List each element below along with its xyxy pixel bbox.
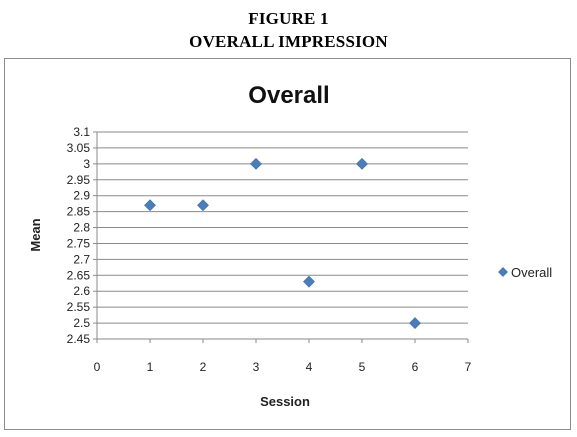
y-tick-label: 3 [83, 157, 90, 171]
legend-marker [498, 267, 508, 277]
chart-frame [4, 58, 571, 430]
legend: Overall [498, 265, 552, 280]
figure-caption-number: FIGURE 1 [248, 9, 329, 28]
y-tick-label: 2.45 [67, 332, 91, 346]
data-point [356, 157, 368, 170]
x-tick-label: 3 [253, 360, 260, 374]
y-tick-label: 2.55 [67, 300, 91, 314]
y-tick-label: 2.8 [73, 221, 90, 235]
x-tick-label: 4 [306, 360, 313, 374]
y-tick-label: 2.85 [67, 205, 91, 219]
y-tick-label: 2.65 [67, 268, 91, 282]
x-tick-label: 7 [465, 360, 472, 374]
gridlines [97, 131, 468, 324]
y-tick-label: 2.5 [73, 316, 90, 330]
y-tick-label: 2.95 [67, 173, 91, 187]
y-tick-label: 2.6 [73, 284, 90, 298]
x-tick-label: 2 [200, 360, 207, 374]
legend-label: Overall [511, 265, 552, 280]
y-axis-title: Mean [28, 218, 43, 251]
x-tick-label: 5 [359, 360, 366, 374]
x-axis-title: Session [260, 394, 310, 409]
x-tick-label: 6 [412, 360, 419, 374]
tick-labels: 2.45 2.5 2.55 2.6 2.65 2.7 2.752.8 2.85 2.9 2.95 3… [67, 125, 472, 374]
data-point [144, 199, 156, 212]
chart-title: Overall [248, 82, 329, 109]
figure-caption-title: OVERALL IMPRESSION [189, 32, 388, 51]
data-point [250, 157, 262, 170]
x-tick-label: 1 [147, 360, 154, 374]
x-tick-label: 0 [94, 360, 101, 374]
y-tick-label: 2.9 [73, 189, 90, 203]
data-point [197, 199, 209, 212]
axes [93, 131, 469, 343]
y-tick-label: 2.7 [73, 252, 90, 266]
data-point [303, 275, 315, 288]
y-tick-label: 2.75 [67, 236, 91, 250]
y-tick-label: 3.1 [73, 125, 90, 139]
y-tick-label: 3.05 [67, 141, 91, 155]
data-point [409, 317, 421, 330]
data-points [144, 157, 421, 330]
